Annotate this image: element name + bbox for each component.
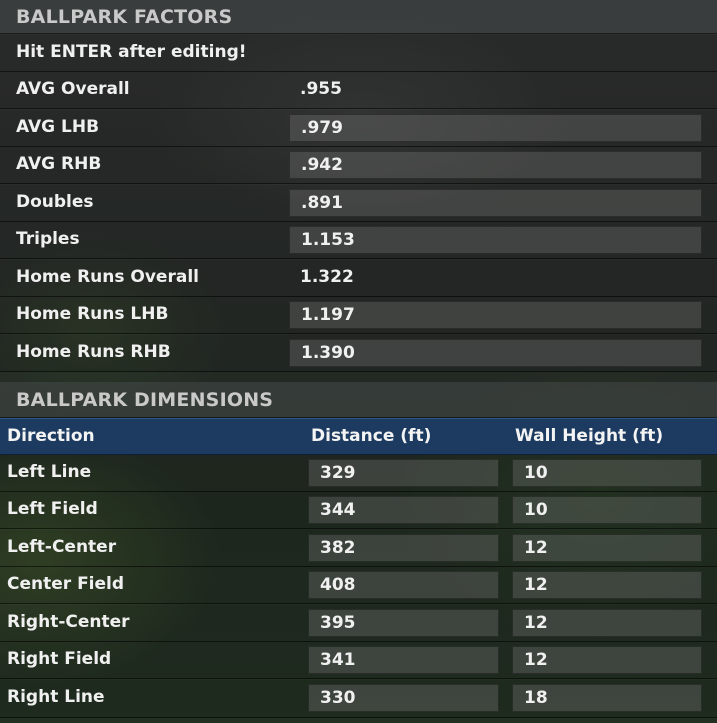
factor-label: AVG LHB — [16, 117, 100, 137]
avg-rhb-input[interactable]: .942 — [289, 151, 702, 179]
dimension-row-right-line: Right Line 330 18 — [0, 680, 717, 718]
ballpark-dimensions-title: BALLPARK DIMENSIONS — [0, 382, 717, 418]
dimension-row-left-line: Left Line 329 10 — [0, 455, 717, 492]
left-line-distance-input[interactable]: 329 — [308, 459, 499, 487]
ballpark-factors-title: BALLPARK FACTORS — [0, 0, 717, 34]
right-center-wall-input[interactable]: 12 — [512, 609, 702, 637]
dimension-row-right-field: Right Field 341 12 — [0, 642, 717, 679]
factor-row-avg-rhb: AVG RHB .942 — [0, 147, 717, 184]
dimension-row-left-field: Left Field 344 10 — [0, 492, 717, 529]
dimension-row-left-center: Left-Center 382 12 — [0, 530, 717, 567]
avg-lhb-input[interactable]: .979 — [289, 114, 702, 142]
column-header-direction[interactable]: Direction — [7, 426, 95, 446]
hr-rhb-input[interactable]: 1.390 — [289, 339, 702, 367]
direction-label: Right Field — [7, 649, 112, 669]
factor-row-triples: Triples 1.153 — [0, 222, 717, 259]
factor-row-hr-overall: Home Runs Overall 1.322 — [0, 260, 717, 297]
dimension-row-right-center: Right-Center 395 12 — [0, 605, 717, 642]
factor-label: AVG Overall — [16, 79, 130, 99]
right-field-distance-input[interactable]: 341 — [308, 646, 499, 674]
factor-row-avg-overall: AVG Overall .955 — [0, 72, 717, 109]
left-line-wall-input[interactable]: 10 — [512, 459, 702, 487]
factor-label: Home Runs LHB — [16, 304, 169, 324]
direction-label: Right Line — [7, 687, 105, 707]
direction-label: Center Field — [7, 574, 125, 594]
direction-label: Left Field — [7, 499, 98, 519]
factor-label: Home Runs Overall — [16, 267, 199, 287]
doubles-input[interactable]: .891 — [289, 189, 702, 217]
edit-notice-row: Hit ENTER after editing! — [0, 35, 717, 72]
column-header-distance[interactable]: Distance (ft) — [311, 426, 432, 446]
factor-label: Home Runs RHB — [16, 342, 171, 362]
right-field-wall-input[interactable]: 12 — [512, 646, 702, 674]
center-field-wall-input[interactable]: 12 — [512, 571, 702, 599]
direction-label: Left-Center — [7, 537, 117, 557]
factor-label: Doubles — [16, 192, 94, 212]
factor-row-hr-lhb: Home Runs LHB 1.197 — [0, 297, 717, 334]
right-line-distance-input[interactable]: 330 — [308, 684, 499, 712]
left-center-distance-input[interactable]: 382 — [308, 534, 499, 562]
dimension-row-center-field: Center Field 408 12 — [0, 567, 717, 604]
factor-label: AVG RHB — [16, 154, 102, 174]
triples-input[interactable]: 1.153 — [289, 226, 702, 254]
edit-notice: Hit ENTER after editing! — [16, 42, 247, 62]
factor-value: .955 — [300, 79, 342, 99]
factor-row-hr-rhb: Home Runs RHB 1.390 — [0, 335, 717, 372]
column-header-wall-height[interactable]: Wall Height (ft) — [515, 426, 664, 446]
center-field-distance-input[interactable]: 408 — [308, 571, 499, 599]
factor-row-avg-lhb: AVG LHB .979 — [0, 110, 717, 147]
right-center-distance-input[interactable]: 395 — [308, 609, 499, 637]
factor-label: Triples — [16, 229, 80, 249]
right-line-wall-input[interactable]: 18 — [512, 684, 702, 712]
hr-lhb-input[interactable]: 1.197 — [289, 301, 702, 329]
direction-label: Left Line — [7, 462, 92, 482]
factor-value: 1.322 — [300, 267, 354, 287]
dimensions-column-header: Direction Distance (ft) Wall Height (ft) — [0, 418, 717, 455]
left-field-wall-input[interactable]: 10 — [512, 496, 702, 524]
direction-label: Right-Center — [7, 612, 130, 632]
left-center-wall-input[interactable]: 12 — [512, 534, 702, 562]
factor-row-doubles: Doubles .891 — [0, 185, 717, 222]
left-field-distance-input[interactable]: 344 — [308, 496, 499, 524]
